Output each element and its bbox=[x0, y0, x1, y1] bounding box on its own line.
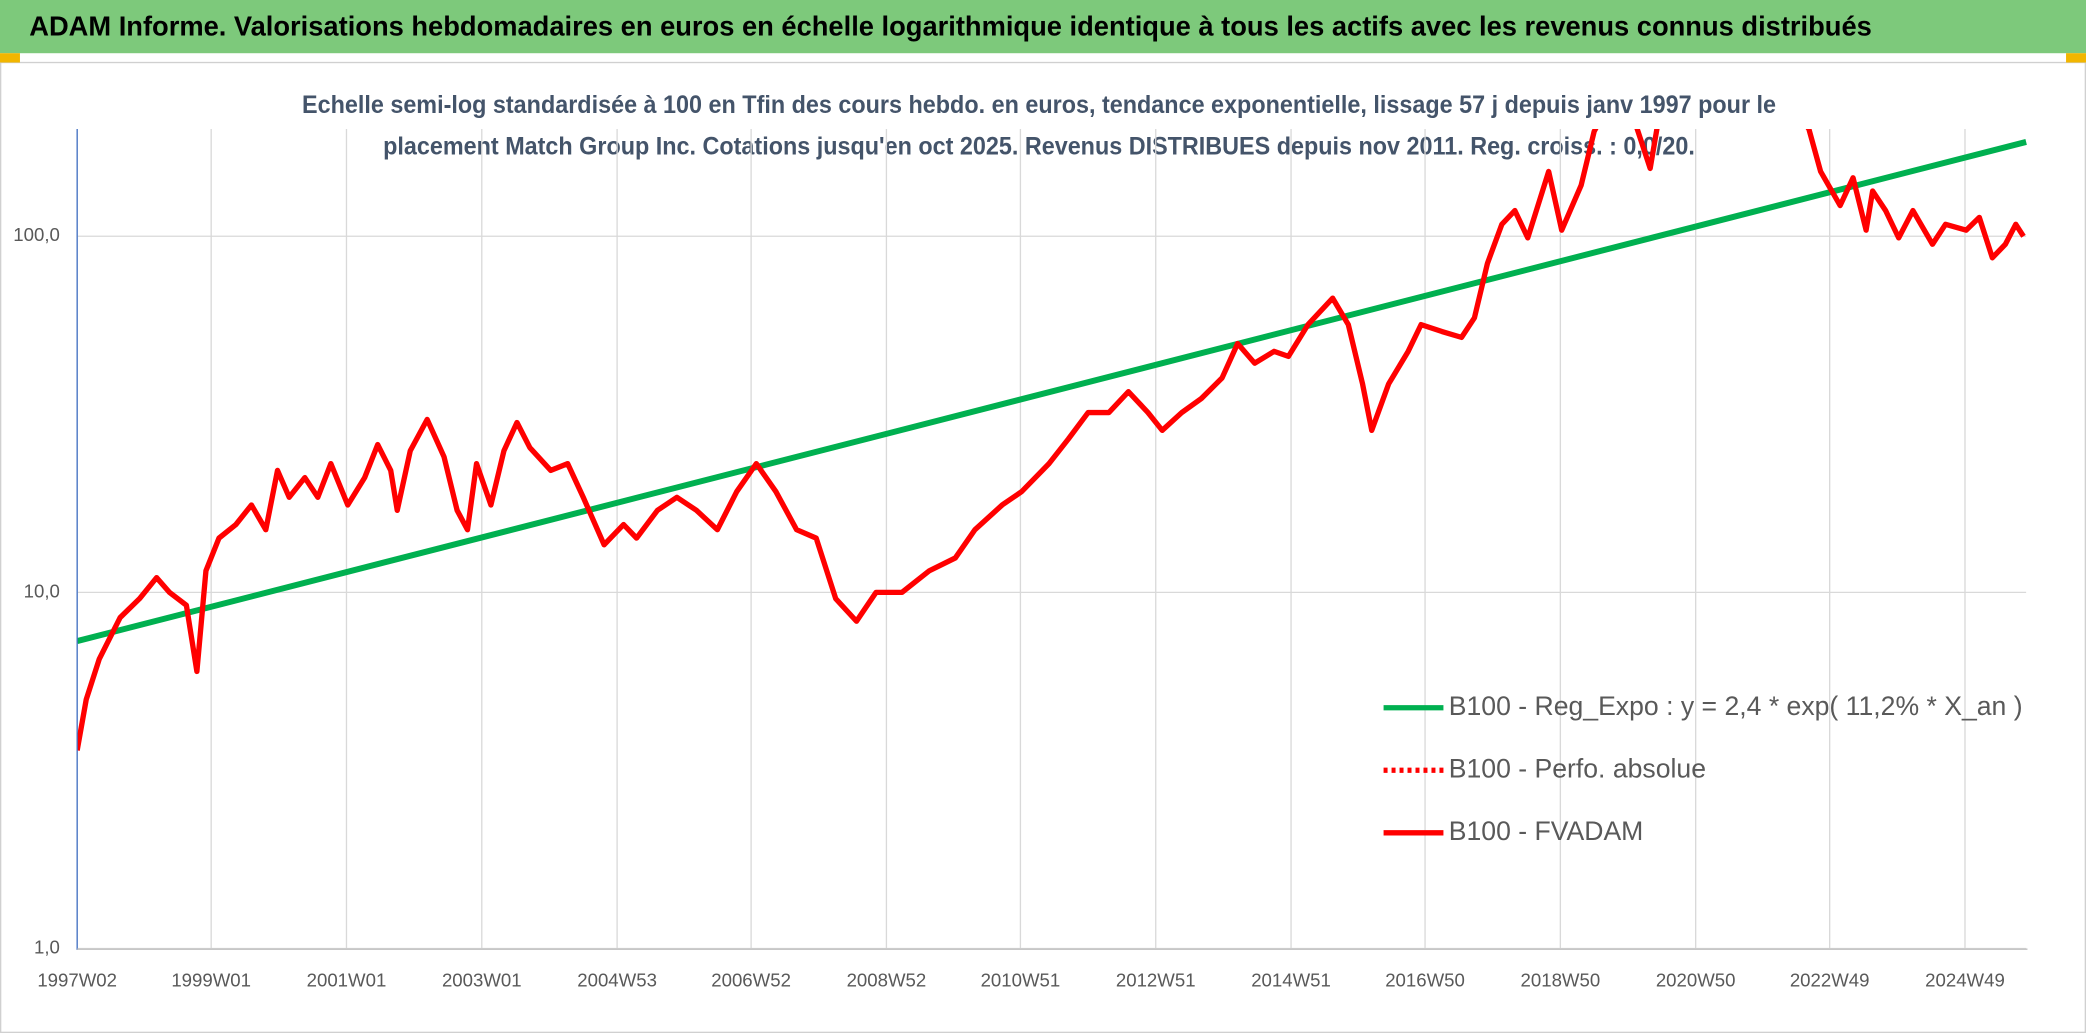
corner-mark bbox=[0, 53, 20, 63]
chart-frame bbox=[0, 61, 2086, 1033]
x-tick-label: 2012W51 bbox=[1116, 970, 1196, 991]
legend-label: B100 - Reg_Expo : y = 2,4 * exp( 11,2% *… bbox=[1449, 691, 2023, 721]
x-tick-label: 2004W53 bbox=[577, 970, 657, 991]
plot-area bbox=[77, 129, 2027, 751]
x-tick-label: 2008W52 bbox=[847, 970, 927, 991]
chart-subtitle: placement Match Group Inc. Cotations jus… bbox=[383, 132, 1695, 160]
x-tick-label: 2003W01 bbox=[442, 970, 522, 991]
x-tick-label: 2010W51 bbox=[981, 970, 1061, 991]
x-tick-label: 2016W50 bbox=[1385, 970, 1465, 991]
y-tick-label: 10,0 bbox=[24, 580, 60, 601]
x-tick-label: 1997W02 bbox=[37, 970, 117, 991]
header-band bbox=[0, 0, 2086, 54]
data-line bbox=[77, 129, 2026, 751]
x-tick-label: 1999W01 bbox=[171, 970, 251, 991]
data-line bbox=[77, 139, 2027, 644]
x-tick-label: 2006W52 bbox=[711, 970, 791, 991]
x-tick-label: 2018W50 bbox=[1521, 970, 1601, 991]
x-tick-label: 2022W49 bbox=[1790, 970, 1870, 991]
y-tick-label: 100,0 bbox=[13, 224, 60, 245]
x-tick-label: 2020W50 bbox=[1656, 970, 1736, 991]
x-tick-label: 2001W01 bbox=[307, 970, 387, 991]
x-tick-label: 2024W49 bbox=[1925, 970, 2005, 991]
corner-mark bbox=[2066, 53, 2086, 63]
x-tick-label: 2014W51 bbox=[1251, 970, 1331, 991]
legend: B100 - Reg_Expo : y = 2,4 * exp( 11,2% *… bbox=[1383, 691, 2023, 846]
chart-subtitle: Echelle semi-log standardisée à 100 en T… bbox=[302, 91, 1776, 119]
chart-title: ADAM Informe. Valorisations hebdomadaire… bbox=[29, 10, 1872, 41]
y-tick-label: 1,0 bbox=[34, 936, 60, 957]
legend-label: B100 - FVADAM bbox=[1449, 816, 1644, 846]
legend-label: B100 - Perfo. absolue bbox=[1449, 753, 1706, 783]
